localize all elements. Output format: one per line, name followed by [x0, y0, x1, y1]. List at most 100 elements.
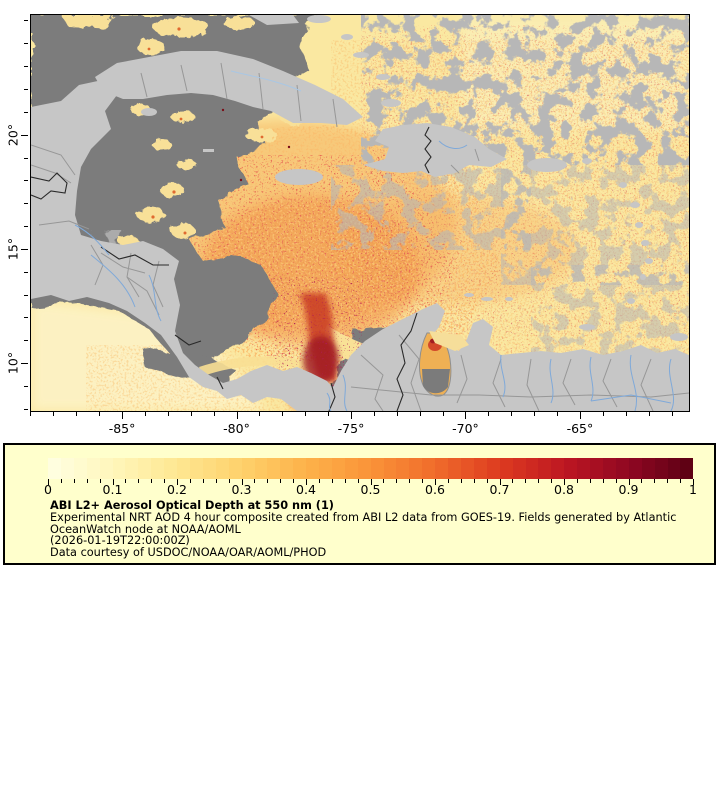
colorbar-major-tick — [370, 479, 372, 485]
lat-minor-tick — [24, 111, 28, 113]
lon-major-tick — [579, 412, 581, 419]
colorbar-tick-label: 0.6 — [425, 482, 445, 497]
colorbar-minor-tick — [667, 479, 669, 483]
colorbar-cell — [461, 458, 474, 479]
lon-tick-label: -65° — [566, 421, 594, 436]
lat-minor-tick — [24, 386, 28, 387]
colorbar-cell — [267, 458, 281, 479]
colorbar-tick-label: 0.4 — [296, 482, 316, 497]
colorbar-cell — [422, 458, 436, 479]
colorbar-minor-tick — [151, 479, 153, 483]
lon-minor-tick — [53, 412, 55, 416]
colorbar-cell — [254, 458, 268, 479]
colorbar-tick-label: 0.5 — [360, 482, 381, 497]
colorbar-minor-tick — [551, 479, 553, 483]
colorbar-cell — [512, 458, 526, 479]
colorbar-cell — [486, 458, 500, 479]
colorbar-cell — [293, 458, 307, 479]
colorbar-minor-tick — [473, 479, 475, 483]
lat-minor-tick — [24, 43, 28, 45]
colorbar-minor-tick — [460, 479, 462, 483]
lat-major-tick — [21, 363, 28, 365]
rivers-layer — [74, 70, 675, 411]
legend-panel: 0 0.1 0.2 0.3 0.4 0.5 0.6 0.7 0.8 0.9 1 ABI L2+ Ae… — [3, 443, 716, 565]
colorbar-minor-tick — [60, 479, 62, 483]
colorbar-cell — [383, 458, 397, 479]
lon-minor-tick — [671, 412, 673, 416]
colorbar-minor-tick — [73, 479, 75, 483]
lon-minor-tick — [419, 412, 421, 416]
colorbar-tick-label: 0.2 — [167, 482, 187, 497]
lon-tick-label: -80° — [223, 421, 250, 436]
colorbar-cell — [654, 458, 668, 479]
colorbar-cell — [435, 458, 449, 479]
lon-major-tick — [350, 412, 352, 419]
colorbar-tick-label: 0.7 — [489, 482, 510, 497]
lon-tick-label: -75° — [337, 421, 365, 436]
colorbar-cell — [331, 458, 345, 479]
lat-minor-tick — [24, 294, 28, 296]
colorbar-cell — [409, 458, 423, 479]
colorbar-major-tick — [693, 479, 694, 485]
colorbar-cell — [448, 458, 461, 479]
colorbar-minor-tick — [654, 479, 656, 483]
colorbar-cell — [73, 458, 87, 479]
colorbar-cell — [525, 458, 539, 479]
colorbar-cell — [280, 458, 294, 479]
lat-minor-tick — [24, 408, 28, 410]
colorbar-cell — [60, 458, 74, 479]
colorbar-major-tick — [112, 479, 114, 485]
colorbar-minor-tick — [602, 479, 604, 483]
lat-minor-tick — [24, 20, 28, 22]
colorbar-minor-tick — [344, 479, 346, 483]
colorbar-cell — [344, 458, 358, 479]
lon-minor-tick — [396, 412, 398, 416]
colorbar-minor-tick — [125, 479, 127, 483]
colorbar-tick-label: 0.9 — [618, 482, 639, 497]
lon-minor-tick — [99, 412, 101, 416]
lat-tick-label: 15° — [5, 237, 21, 260]
admin-borders-layer — [31, 62, 689, 411]
colorbar-cell — [202, 458, 216, 479]
colorbar-major-tick — [306, 479, 307, 485]
colorbar-cell — [86, 458, 100, 479]
colorbar-cell — [151, 458, 165, 479]
colorbar-minor-tick — [280, 479, 282, 483]
colorbar-major-tick — [177, 479, 178, 485]
colorbar-cell — [215, 458, 229, 479]
colorbar-cell — [499, 458, 513, 479]
colorbar-cell — [641, 458, 655, 479]
colorbar-cell — [125, 458, 139, 479]
colorbar-cell — [667, 458, 681, 479]
lon-minor-tick — [167, 412, 169, 416]
colorbar-tick-label: 0.3 — [231, 482, 252, 497]
colorbar-minor-tick — [422, 479, 424, 483]
legend-title: ABI L2+ Aerosol Optical Depth at 550 nm … — [50, 499, 334, 512]
lat-minor-tick — [24, 180, 28, 182]
colorbar-tick-label: 1 — [689, 482, 697, 497]
aod-colorbar — [48, 458, 694, 479]
colorbar-cell — [590, 458, 603, 479]
lat-minor-tick — [24, 66, 28, 68]
lon-minor-tick — [442, 412, 444, 416]
lat-minor-tick — [24, 226, 28, 228]
colorbar-cell — [473, 458, 487, 479]
colorbar-minor-tick — [254, 479, 256, 483]
colorbar-minor-tick — [267, 479, 269, 483]
colorbar-cell — [396, 458, 410, 479]
colorbar-minor-tick — [589, 479, 591, 483]
lon-minor-tick — [648, 412, 650, 416]
lon-tick-label: -85° — [108, 421, 136, 436]
colorbar-cell — [602, 458, 616, 479]
colorbar-cell — [112, 458, 126, 479]
land-layer — [31, 15, 689, 411]
colorbar-minor-tick — [383, 479, 385, 483]
colorbar-cell — [48, 458, 61, 479]
colorbar-minor-tick — [538, 479, 540, 483]
colorbar-major-tick — [564, 479, 565, 485]
colorbar-minor-tick — [512, 479, 514, 483]
colorbar-cell — [564, 458, 578, 479]
land-lesser-antilles — [464, 158, 688, 341]
colorbar-cell — [164, 458, 178, 479]
colorbar-cell — [228, 458, 242, 479]
